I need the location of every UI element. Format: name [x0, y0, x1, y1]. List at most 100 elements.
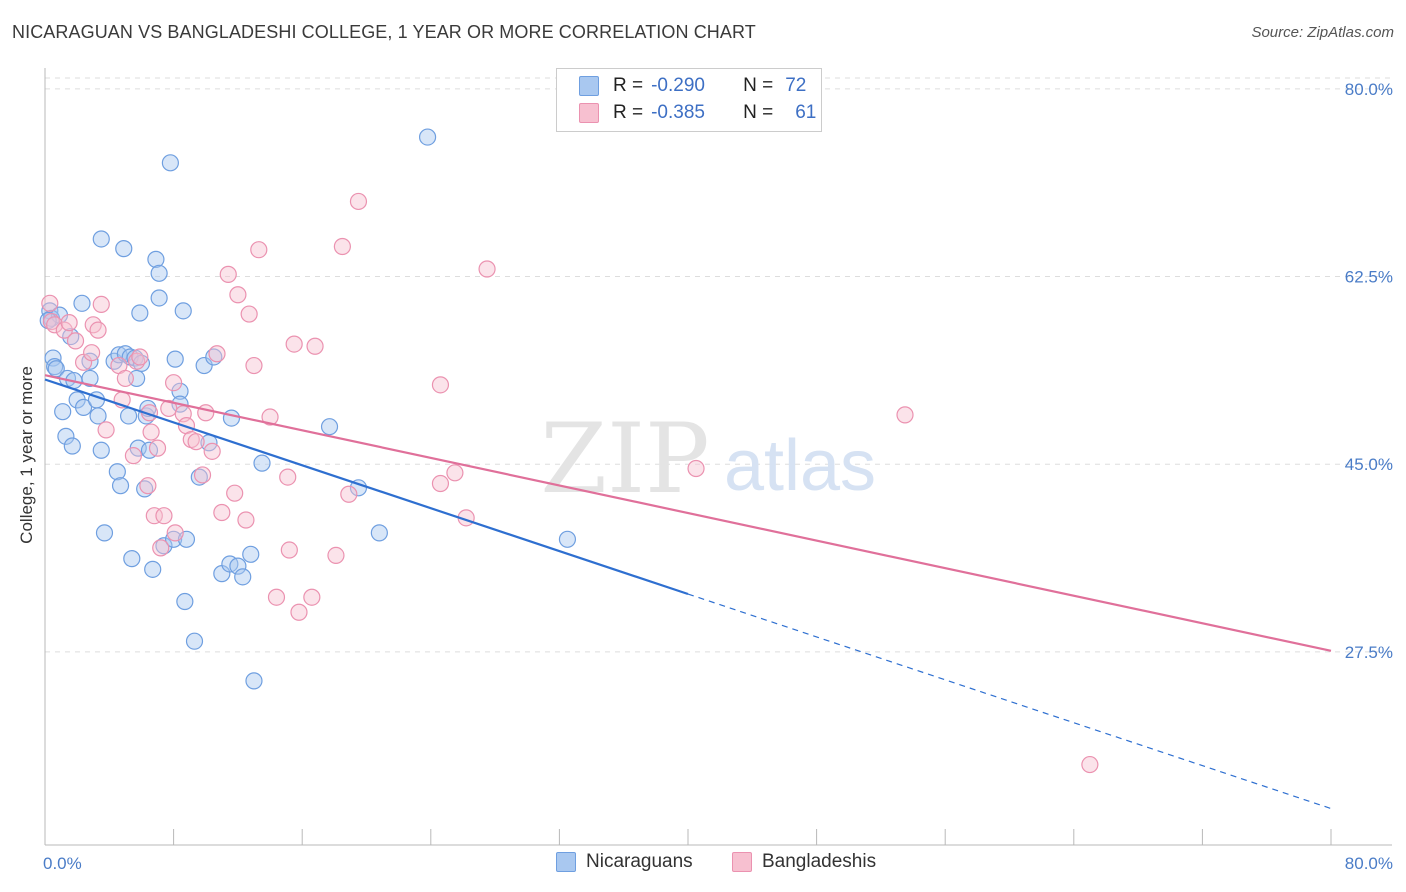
bangladeshi-point — [327, 546, 345, 564]
watermark: ZIP atlas — [540, 403, 876, 515]
bangladeshi-point — [203, 442, 221, 460]
bangladeshi-point — [446, 464, 464, 482]
bangladeshi-point — [187, 433, 205, 451]
nicaraguan-point — [73, 294, 91, 312]
bangladeshi-point — [116, 369, 134, 388]
nicaraguan-point — [166, 350, 184, 368]
bangladeshi-point — [1081, 755, 1099, 774]
bangladeshi-point — [213, 503, 231, 522]
nicaraguan-point — [95, 524, 114, 542]
bangladeshi-point — [92, 295, 110, 314]
bangladeshi-point — [431, 474, 450, 493]
bottom-legend-swatch-bangladeshis — [732, 852, 752, 872]
bangladeshi-point — [84, 316, 102, 334]
bangladeshi-point — [245, 356, 263, 375]
chart-title: NICARAGUAN VS BANGLADESHI COLLEGE, 1 YEA… — [12, 22, 756, 42]
nicaraguan-point — [147, 250, 165, 268]
legend-r-label: R = — [613, 75, 644, 96]
bangladeshi-point — [46, 316, 64, 334]
bottom-legend-swatch-nicaraguans — [556, 852, 576, 872]
x-tick-label: 80.0% — [1345, 854, 1393, 873]
nicaraguan-point — [150, 264, 168, 282]
bangladeshi-point — [155, 507, 173, 525]
nicaraguan-point — [108, 463, 126, 481]
source-label: Source: ZipAtlas.com — [1251, 24, 1394, 41]
nicaraguan-point — [171, 382, 189, 400]
nicaraguan-point — [245, 672, 263, 690]
legend-n-value: 61 — [795, 102, 817, 123]
bottom-legend-label-bangladeshis: Bangladeshis — [762, 851, 877, 872]
nicaraguan-point — [81, 369, 99, 388]
bangladeshi-point — [303, 588, 321, 606]
bottom-legend-label-nicaraguans: Nicaraguans — [586, 851, 693, 872]
bangladeshi-point — [124, 447, 143, 465]
tick-labels: 27.5% 45.0% 62.5% 80.0% 0.0% 80.0% — [43, 80, 1393, 873]
bangladeshi-point — [229, 286, 247, 304]
bangladeshi-point — [250, 241, 268, 259]
bangladeshi-point — [261, 408, 279, 426]
nicaraguan-point — [242, 545, 260, 563]
nicaraguan-point — [57, 427, 75, 445]
watermark-atlas: atlas — [724, 426, 876, 506]
bangladeshi-point — [166, 524, 184, 542]
bangladeshi-point — [89, 321, 107, 339]
nicaraguan-point — [253, 454, 271, 472]
nicaraguan-point — [234, 568, 252, 586]
bangladeshi-point — [66, 332, 85, 350]
bangladeshi-point — [285, 335, 303, 353]
bangladeshi-point — [193, 466, 212, 484]
bangladeshis-trend-line — [44, 374, 1332, 652]
bangladeshi-point — [139, 477, 157, 495]
legend-r-value: -0.385 — [651, 102, 705, 123]
bangladeshi-point — [290, 603, 308, 621]
bangladeshi-point — [226, 484, 244, 502]
nicaraguan-point — [558, 530, 577, 548]
legend-row-nicaraguans: R = -0.290 N = 72 — [579, 73, 806, 99]
legend-n-label: N = — [743, 102, 774, 123]
nicaraguan-point — [205, 348, 223, 366]
nicaraguans-trend-extension — [687, 593, 1332, 810]
bangladeshi-point — [687, 459, 705, 478]
bangladeshi-point — [219, 265, 237, 283]
bangladeshi-point — [896, 406, 914, 424]
bangladeshi-point — [280, 541, 298, 559]
bangladeshi-point — [83, 344, 101, 362]
bangladeshi-point — [340, 485, 358, 503]
bangladeshi-point — [41, 294, 59, 312]
legend-row-bangladeshis: R = -0.385 N = 61 — [579, 100, 816, 126]
bangladeshi-point — [240, 305, 258, 323]
legend-r-value: -0.290 — [651, 75, 705, 96]
nicaraguan-point — [176, 592, 194, 611]
nicaraguan-point — [418, 128, 437, 146]
legend-box: R = -0.290 N = 72 R = -0.385 N = 61 — [556, 68, 822, 132]
bangladeshi-point — [279, 468, 297, 486]
bangladeshi-point — [145, 507, 163, 525]
y-tick-label: 27.5% — [1345, 643, 1393, 662]
nicaraguan-point — [150, 289, 168, 307]
nicaraguan-point — [222, 409, 241, 427]
watermark-zip: ZIP — [540, 403, 709, 515]
bangladeshi-point — [349, 192, 368, 211]
bangladeshi-point — [165, 374, 183, 392]
y-axis-label: College, 1 year or more — [17, 366, 36, 544]
x-tick-label: 0.0% — [43, 854, 82, 873]
nicaraguan-point — [131, 304, 149, 322]
nicaraguan-point — [229, 557, 247, 575]
axes — [44, 68, 1392, 846]
bangladeshi-point — [208, 345, 226, 363]
nicaraguan-point — [92, 230, 110, 248]
nicaraguan-point — [44, 349, 62, 367]
bangladeshi-point — [197, 404, 215, 422]
y-tick-label: 62.5% — [1345, 268, 1393, 287]
nicaraguan-point — [161, 154, 179, 172]
legend-r-label: R = — [613, 102, 644, 123]
nicaraguan-point — [92, 441, 110, 459]
legend-n-value: 72 — [785, 75, 807, 96]
bangladeshi-point — [306, 337, 324, 355]
bangladeshi-point — [142, 423, 160, 441]
nicaraguan-point — [81, 352, 99, 370]
bangladeshi-point — [42, 312, 61, 331]
legend-swatch-nicaraguans — [579, 76, 599, 96]
trend-lines — [44, 374, 1332, 810]
